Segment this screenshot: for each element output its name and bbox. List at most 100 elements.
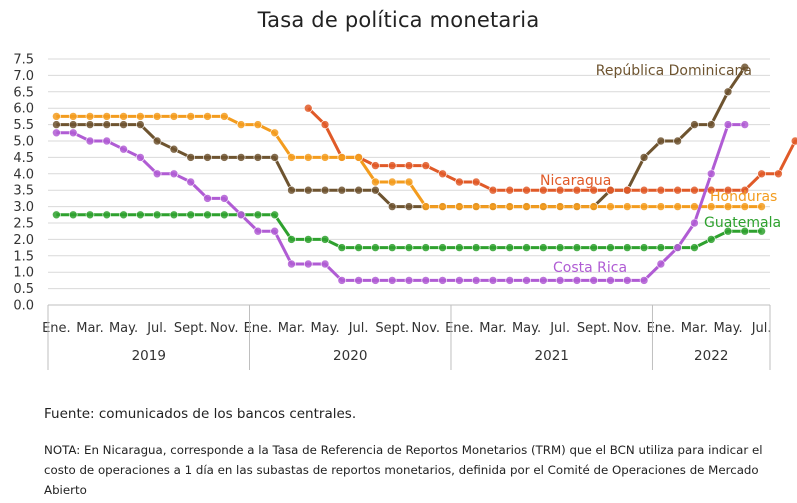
data-point <box>169 210 179 220</box>
data-point <box>287 153 296 162</box>
data-point <box>606 185 615 195</box>
data-point <box>555 276 565 285</box>
data-point <box>320 259 330 269</box>
data-point <box>68 210 78 220</box>
data-point <box>723 226 733 236</box>
data-point <box>404 243 414 252</box>
data-point <box>455 276 464 285</box>
x-tick-label: Sept. <box>174 321 208 336</box>
data-point <box>522 185 531 195</box>
data-point <box>387 177 397 187</box>
data-point <box>471 276 481 285</box>
data-point <box>673 243 682 252</box>
data-point <box>371 185 380 195</box>
y-tick-label: 1.0 <box>13 266 34 281</box>
data-point <box>706 169 716 179</box>
data-point <box>404 177 414 187</box>
y-tick-label: 0.5 <box>13 282 34 297</box>
x-tick-label: Nov. <box>613 321 642 336</box>
data-point <box>320 153 330 162</box>
data-point <box>572 276 582 285</box>
data-point <box>169 169 179 179</box>
source-note: Fuente: comunicados de los bancos centra… <box>44 406 357 422</box>
data-point <box>253 120 263 129</box>
data-point <box>203 112 212 121</box>
data-point <box>303 103 313 113</box>
x-tick-label: Ene. <box>445 321 474 336</box>
y-tick-label: 4.0 <box>13 167 34 182</box>
data-point <box>572 243 582 252</box>
data-point <box>220 153 229 162</box>
series-line <box>56 123 745 282</box>
data-point <box>774 169 783 179</box>
data-point <box>371 276 380 285</box>
data-point <box>421 243 431 252</box>
data-point <box>471 243 481 252</box>
data-point <box>220 210 229 220</box>
data-point <box>505 202 515 211</box>
data-point <box>102 210 112 220</box>
x-tick-label: Ene. <box>42 321 71 336</box>
data-point <box>505 276 515 285</box>
data-point <box>673 202 682 211</box>
x-tick-label: Mar. <box>278 321 305 336</box>
data-point <box>622 185 632 195</box>
data-point <box>371 161 380 170</box>
data-point <box>757 226 766 236</box>
series-label: Guatemala <box>704 215 781 231</box>
year-label: 2020 <box>333 348 367 364</box>
data-point <box>706 185 716 195</box>
year-label: 2021 <box>535 348 569 364</box>
data-point <box>690 120 699 129</box>
data-point <box>387 202 397 211</box>
year-label: 2022 <box>694 348 728 364</box>
data-point <box>539 243 548 252</box>
data-point <box>723 87 733 97</box>
data-point <box>740 120 750 129</box>
x-tick-label: Ene. <box>647 321 676 336</box>
data-point <box>303 185 313 195</box>
series-line <box>56 213 762 250</box>
data-point <box>656 185 666 195</box>
data-point <box>438 243 447 252</box>
data-point <box>186 210 196 220</box>
data-point <box>488 202 498 211</box>
x-tick-label: Ene. <box>244 321 273 336</box>
x-tick-label: Jul. <box>348 321 369 336</box>
data-point <box>354 276 363 285</box>
x-tick-label: Mar. <box>479 321 506 336</box>
data-point <box>270 128 279 138</box>
x-tick-label: May. <box>109 321 138 336</box>
data-point <box>68 128 78 138</box>
data-point <box>287 235 296 244</box>
line-chart: 0.0 0.51.0 1.52.02.5 3.03.5 4.04.55.0 5.56.0 6… <box>13 53 797 370</box>
data-point <box>589 243 598 252</box>
data-point <box>606 202 615 211</box>
data-point <box>354 185 363 195</box>
data-point <box>354 243 363 252</box>
data-point <box>102 136 112 146</box>
x-tick-label: Nov. <box>210 321 239 336</box>
y-tick-label: 4.5 <box>13 151 34 166</box>
data-point <box>740 185 750 195</box>
data-point <box>572 185 582 195</box>
series-label: Costa Rica <box>553 260 627 276</box>
data-point <box>303 259 313 269</box>
data-point <box>52 210 61 220</box>
data-point <box>539 185 548 195</box>
data-point <box>505 185 515 195</box>
y-tick-label: 2.5 <box>13 217 34 232</box>
data-point <box>539 276 548 285</box>
data-point <box>52 112 61 121</box>
data-point <box>488 276 498 285</box>
y-tick-label: 0.0 <box>13 299 34 314</box>
data-point <box>337 276 347 285</box>
data-point <box>136 112 145 121</box>
data-point <box>740 202 750 211</box>
data-point <box>757 202 766 211</box>
data-point <box>639 202 649 211</box>
data-point <box>102 112 112 121</box>
data-point <box>85 120 95 129</box>
data-point <box>589 202 598 211</box>
data-point <box>253 210 263 220</box>
